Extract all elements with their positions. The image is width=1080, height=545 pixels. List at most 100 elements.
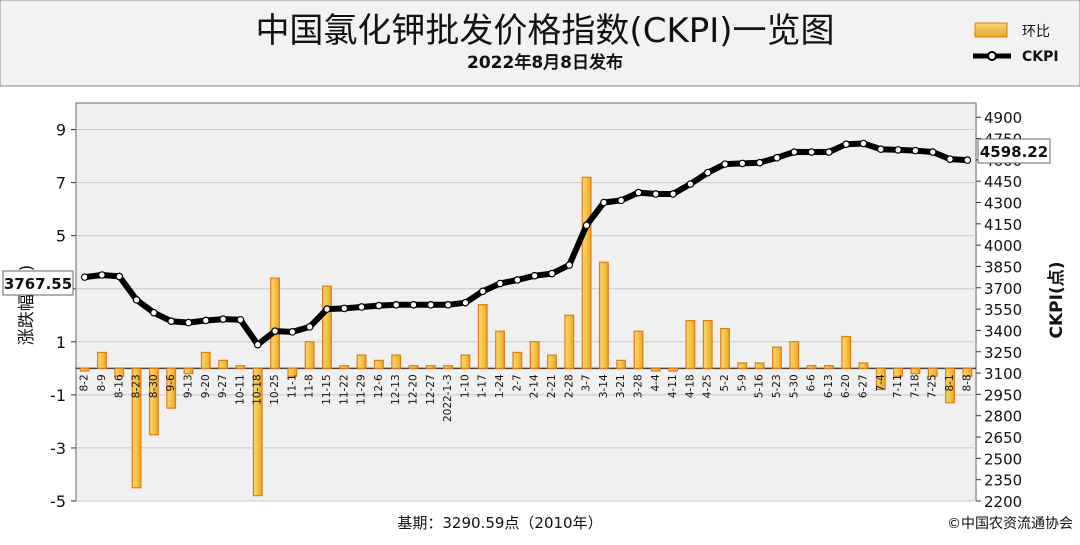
bar bbox=[304, 341, 315, 369]
ckpi-point bbox=[202, 316, 210, 325]
bar bbox=[529, 341, 540, 369]
x-tick-label: 5-30 bbox=[788, 374, 800, 398]
x-tick-label: 8-2 bbox=[79, 374, 91, 391]
x-tick-label: 7-4 bbox=[875, 374, 887, 391]
bar bbox=[564, 314, 575, 369]
bar bbox=[945, 367, 955, 404]
x-tick-label: 2022-1-3 bbox=[442, 374, 454, 422]
right-value-text: 4598.22 bbox=[980, 143, 1048, 161]
ckpi-point bbox=[911, 146, 920, 155]
y-tick-label: 1 bbox=[56, 333, 66, 352]
y2-tick-label: 3850 bbox=[984, 258, 1022, 276]
y2-tick-label: 3250 bbox=[984, 344, 1022, 362]
bar bbox=[148, 367, 159, 436]
x-tick-label: 5-23 bbox=[771, 374, 783, 398]
x-tick-label: 6-20 bbox=[840, 374, 852, 398]
x-axis: 8-2 8-9 8-16 8-23 8-30 9-6 9-13 9-20 9-27 10-11 10… bbox=[79, 374, 974, 422]
ckpi-point bbox=[427, 301, 435, 309]
x-tick-label: 11-15 bbox=[321, 374, 333, 405]
x-tick-label: 10-11 bbox=[234, 374, 246, 405]
x-tick-label: 12-13 bbox=[390, 374, 402, 405]
bar bbox=[425, 365, 436, 369]
bar bbox=[218, 359, 229, 369]
ckpi-point bbox=[115, 272, 124, 281]
ckpi-point bbox=[652, 190, 660, 198]
x-tick-label: 9-20 bbox=[200, 374, 212, 398]
line-series bbox=[80, 139, 972, 349]
bar bbox=[495, 330, 505, 369]
ckpi-point bbox=[686, 180, 695, 188]
legend-bar-label: 环比 bbox=[1022, 24, 1050, 40]
x-tick-label: 5-16 bbox=[754, 374, 766, 398]
ckpi-line bbox=[84, 140, 968, 348]
bar bbox=[789, 341, 800, 369]
bar-series bbox=[79, 176, 973, 497]
x-tick-label: 1-24 bbox=[494, 374, 506, 398]
y-tick-label: -3 bbox=[50, 439, 66, 458]
y2-tick-label: 4000 bbox=[984, 237, 1022, 255]
bar bbox=[841, 335, 852, 369]
bar bbox=[322, 285, 332, 369]
ckpi-point bbox=[548, 269, 556, 278]
y2-tick-label: 4300 bbox=[984, 195, 1022, 213]
x-tick-label: 12-27 bbox=[425, 374, 437, 405]
x-tick-label: 8-30 bbox=[148, 374, 160, 398]
bar bbox=[408, 365, 419, 369]
ckpi-point bbox=[340, 304, 349, 313]
legend: 环比 CKPI bbox=[973, 22, 1059, 65]
x-tick-label: 11-29 bbox=[356, 374, 368, 405]
y2-tick-label: 2950 bbox=[984, 386, 1022, 404]
x-tick-label: 3-14 bbox=[598, 374, 610, 398]
ckpi-point bbox=[738, 159, 747, 168]
y2-tick-label: 4900 bbox=[984, 109, 1022, 127]
chart-title: 中国氯化钾批发价格指数(CKPI)一览图 bbox=[255, 11, 834, 51]
bar bbox=[356, 354, 367, 369]
ckpi-point bbox=[392, 301, 400, 309]
ckpi-point bbox=[894, 146, 902, 154]
bar bbox=[200, 351, 211, 369]
bar bbox=[443, 365, 454, 369]
x-tick-label: 1-10 bbox=[459, 374, 471, 398]
bar bbox=[598, 261, 609, 369]
x-tick-label: 8-1 bbox=[944, 374, 956, 391]
bar bbox=[668, 367, 679, 372]
header-band bbox=[0, 0, 1080, 87]
bar bbox=[131, 367, 142, 489]
x-tick-label: 2-7 bbox=[511, 374, 523, 391]
ckpi-point bbox=[444, 301, 452, 309]
ckpi-point bbox=[271, 327, 279, 335]
right-axis: 2200 2350 2500 2650 2800 2950 3100 3250 3400 3550… bbox=[976, 109, 1022, 511]
left-value-callout: 3767.55 bbox=[2, 270, 74, 296]
y2-tick-label: 3100 bbox=[984, 365, 1022, 383]
x-tick-label: 3-7 bbox=[581, 374, 593, 391]
x-tick-label: 4-4 bbox=[650, 374, 662, 391]
x-tick-label: 6-27 bbox=[858, 374, 870, 398]
y-tick-label: 7 bbox=[56, 174, 66, 193]
ckpi-point bbox=[755, 158, 764, 167]
x-tick-label: 10-18 bbox=[252, 374, 264, 405]
legend-line-label: CKPI bbox=[1022, 49, 1059, 65]
x-tick-label: 8-8 bbox=[961, 374, 973, 391]
y2-tick-label: 2200 bbox=[984, 493, 1022, 511]
left-axis: -5-3-113579 bbox=[50, 121, 76, 511]
bar bbox=[858, 362, 869, 369]
y2-tick-label: 2500 bbox=[984, 450, 1022, 468]
ckpi-point bbox=[253, 340, 262, 349]
ckpi-point bbox=[219, 315, 227, 323]
bar bbox=[910, 367, 921, 375]
y2-tick-label: 3400 bbox=[984, 322, 1022, 340]
ckpi-point bbox=[634, 188, 643, 197]
bar bbox=[650, 367, 661, 372]
x-tick-label: 7-11 bbox=[892, 374, 904, 398]
bar bbox=[373, 359, 384, 369]
ckpi-point bbox=[825, 148, 833, 156]
ckpi-point bbox=[305, 323, 314, 331]
ckpi-point bbox=[582, 221, 591, 230]
x-tick-label: 12-20 bbox=[408, 374, 420, 405]
chart-subtitle: 2022年8月8日发布 bbox=[467, 52, 623, 73]
x-tick-label: 4-18 bbox=[684, 374, 696, 398]
x-tick-label: 6-6 bbox=[806, 374, 818, 391]
x-tick-label: 4-11 bbox=[667, 374, 679, 398]
x-tick-label: 12-6 bbox=[373, 374, 385, 398]
